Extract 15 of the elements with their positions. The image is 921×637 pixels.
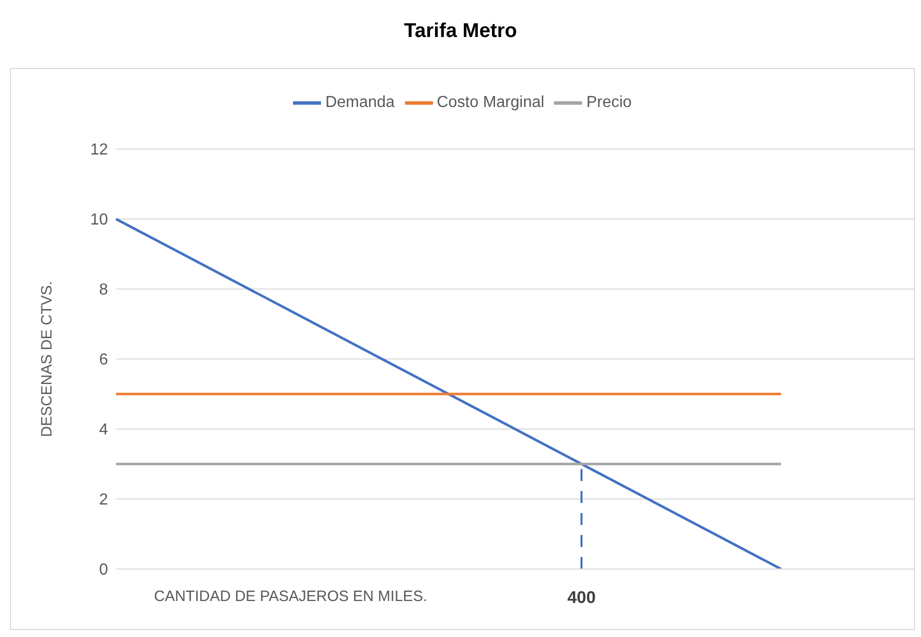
y-tick-label: 0 (99, 562, 108, 579)
legend-label: Costo Marginal (436, 94, 544, 112)
legend-label: Demanda (325, 94, 395, 112)
legend-label: Precio (586, 94, 632, 112)
y-tick-label: 4 (99, 422, 108, 439)
y-tick-label: 6 (99, 352, 108, 369)
chart-title: Tarifa Metro (403, 20, 518, 43)
y-tick-label: 10 (90, 212, 108, 229)
y-tick-label: 8 (99, 282, 108, 299)
y-tick-label: 2 (99, 492, 108, 509)
line-series (114, 218, 782, 569)
y-axis-title: DESCENAS DE CTVS. (38, 281, 56, 437)
y-tick-label: 12 (90, 142, 108, 159)
text: 400 (567, 588, 596, 608)
x-axis-title: CANTIDAD DE PASAJEROS EN MILES. (154, 588, 428, 605)
